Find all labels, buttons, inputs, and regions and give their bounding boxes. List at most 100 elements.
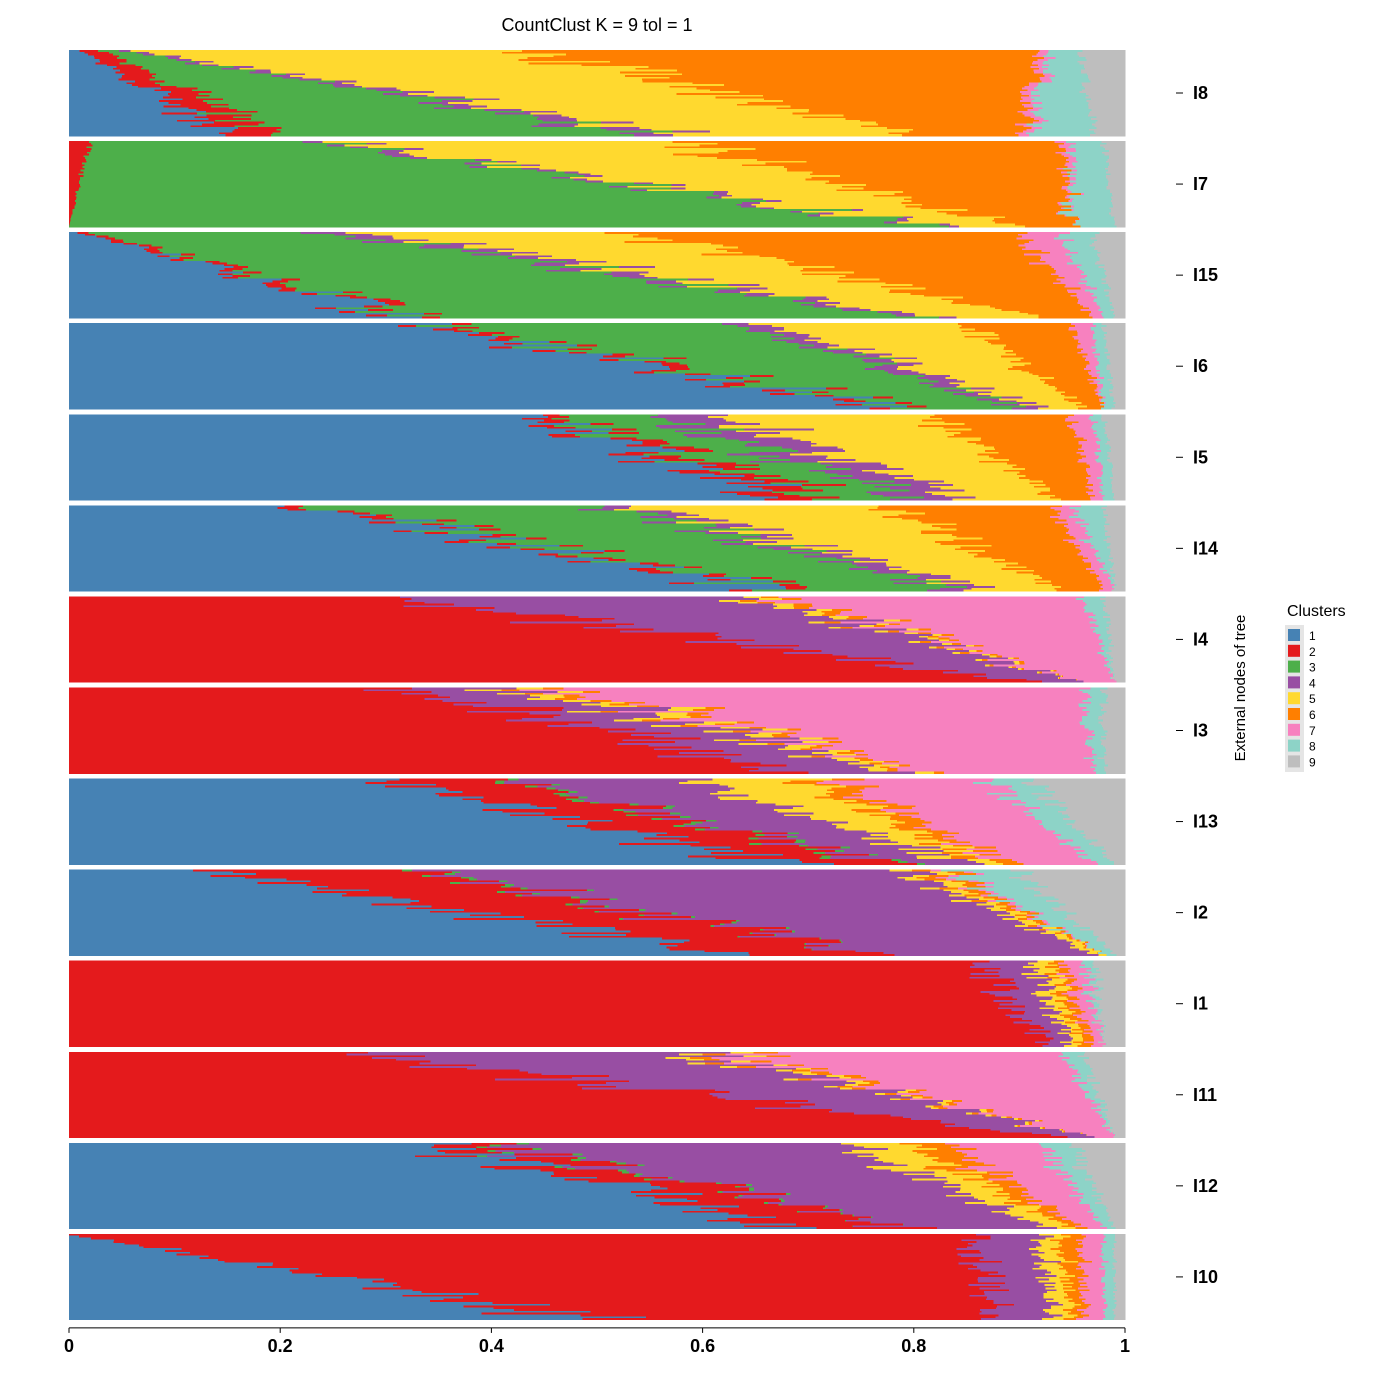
bar-segment-I6-cluster-3 — [926, 405, 1027, 408]
bar-segment-I11-cluster-4 — [968, 1127, 1041, 1130]
bar-segment-I2-cluster-2 — [256, 873, 445, 876]
bar-segment-I1-cluster-2 — [69, 971, 999, 974]
bar-segment-I2-cluster-9 — [1034, 889, 1126, 892]
bar-segment-I6-cluster-2 — [634, 371, 655, 374]
bar-segment-I8-cluster-9 — [1079, 62, 1126, 65]
bar-segment-I3-cluster-8 — [1081, 716, 1099, 719]
bar-segment-I8-cluster-7 — [1033, 71, 1044, 74]
bar-segment-I15-cluster-7 — [1018, 244, 1063, 247]
bar-segment-I1-cluster-2 — [69, 1021, 1014, 1024]
bar-segment-I1-cluster-7 — [1057, 962, 1082, 965]
bar-segment-I7-cluster-5 — [481, 162, 766, 165]
bar-segment-I15-cluster-4 — [334, 233, 373, 237]
bar-segment-I11-cluster-5 — [855, 1082, 870, 1085]
bar-segment-I5-cluster-8 — [1102, 464, 1114, 467]
bar-segment-I4-cluster-2 — [69, 677, 988, 680]
bar-segment-I7-cluster-8 — [1068, 196, 1112, 199]
bar-segment-I15-cluster-5 — [463, 246, 739, 249]
bar-segment-I7-cluster-5 — [685, 184, 867, 187]
bar-segment-I1-cluster-6 — [1083, 1037, 1094, 1040]
bar-segment-I2-cluster-3 — [577, 907, 584, 910]
bar-segment-I11-cluster-4 — [605, 1082, 856, 1085]
bar-segment-I1-cluster-5 — [1057, 1018, 1071, 1021]
bar-segment-I6-cluster-8 — [1097, 382, 1111, 385]
bar-segment-I12-cluster-5 — [903, 1173, 953, 1176]
bar-segment-I4-cluster-7 — [960, 643, 1100, 646]
bar-segment-I2-cluster-9 — [1065, 903, 1126, 906]
bar-segment-I11-cluster-6 — [938, 1107, 948, 1110]
bar-segment-I8-cluster-2 — [99, 58, 127, 62]
bar-segment-I2-cluster-8 — [973, 871, 1034, 874]
bar-segment-I14-cluster-4 — [740, 535, 768, 538]
bar-segment-I14-cluster-1 — [69, 577, 752, 580]
bar-segment-I5-cluster-2 — [548, 433, 576, 437]
bar-segment-I15-cluster-8 — [1091, 294, 1106, 297]
bar-segment-I8-cluster-2 — [201, 123, 259, 126]
bar-segment-I8-cluster-7 — [1027, 89, 1039, 92]
bar-segment-I4-cluster-6 — [976, 650, 984, 653]
bar-segment-I7-cluster-4 — [551, 176, 571, 179]
bar-segment-I3-cluster-8 — [1091, 732, 1106, 735]
bar-segment-I1-cluster-6 — [1054, 983, 1067, 987]
bar-segment-I15-cluster-5 — [606, 260, 795, 263]
bar-segment-I14-cluster-8 — [1079, 539, 1104, 542]
bar-segment-I2-cluster-7 — [1062, 926, 1066, 930]
bar-segment-I12-cluster-1 — [69, 1191, 632, 1194]
bar-segment-I13-cluster-2 — [587, 821, 692, 824]
bar-segment-I4-cluster-6 — [1012, 666, 1017, 669]
bar-segment-I2-cluster-6 — [968, 891, 986, 894]
bar-segment-I8-cluster-9 — [1084, 87, 1126, 90]
bar-segment-I8-cluster-4 — [271, 75, 291, 78]
bar-segment-I1-cluster-6 — [1047, 976, 1061, 979]
bar-segment-I7-cluster-6 — [812, 171, 1062, 174]
bar-segment-I5-cluster-8 — [1102, 468, 1113, 471]
bar-segment-I11-cluster-5 — [839, 1076, 852, 1079]
bar-segment-I15-cluster-4 — [728, 284, 761, 287]
bar-segment-I11-cluster-4 — [729, 1091, 899, 1094]
bar-segment-I12-cluster-2 — [553, 1162, 617, 1165]
panel-I11 — [69, 1051, 1126, 1139]
bar-segment-I15-cluster-4 — [658, 285, 688, 288]
bar-segment-I6-cluster-5 — [892, 353, 1017, 356]
bar-segment-I15-cluster-6 — [879, 278, 1057, 281]
bar-segment-I1-cluster-6 — [1060, 1014, 1074, 1017]
bar-segment-I1-cluster-7 — [1093, 1037, 1103, 1040]
bar-segment-I13-cluster-6 — [831, 787, 865, 790]
bar-segment-I6-cluster-3 — [893, 396, 1002, 399]
bar-segment-I11-cluster-6 — [703, 1058, 720, 1062]
bar-segment-I13-cluster-5 — [730, 789, 828, 792]
bar-segment-I13-cluster-7 — [931, 821, 1043, 824]
bar-segment-I7-cluster-8 — [1060, 201, 1113, 205]
bar-segment-I15-cluster-5 — [914, 312, 1029, 315]
bar-segment-I5-cluster-9 — [1112, 464, 1126, 467]
bar-segment-I2-cluster-5 — [1087, 952, 1098, 955]
bar-segment-I6-cluster-9 — [1101, 326, 1126, 329]
bar-segment-I15-cluster-2 — [232, 275, 251, 278]
bar-segment-I2-cluster-1 — [69, 887, 318, 890]
bar-segment-I7-cluster-9 — [1112, 193, 1126, 196]
bar-segment-I5-cluster-3 — [802, 487, 891, 490]
bar-segment-I12-cluster-6 — [954, 1162, 985, 1165]
bar-segment-I7-cluster-4 — [302, 141, 323, 144]
bar-segment-I3-cluster-9 — [1104, 712, 1126, 715]
bar-segment-I8-cluster-9 — [1089, 110, 1126, 114]
bar-segment-I8-cluster-4 — [600, 121, 634, 124]
bar-segment-I2-cluster-6 — [1056, 926, 1063, 930]
bar-segment-I14-cluster-1 — [69, 568, 630, 571]
bar-segment-I1-cluster-7 — [1094, 1039, 1104, 1042]
bar-segment-I14-cluster-4 — [716, 525, 753, 528]
bar-segment-I13-cluster-5 — [898, 848, 943, 851]
bar-segment-I6-cluster-5 — [839, 344, 1007, 347]
bar-segment-I2-cluster-1 — [69, 918, 454, 921]
bar-segment-I14-cluster-2 — [287, 508, 307, 512]
bar-segment-I13-cluster-3 — [553, 792, 567, 795]
bar-segment-I15-cluster-2 — [96, 235, 109, 238]
bar-segment-I5-cluster-8 — [1096, 441, 1108, 444]
bar-segment-I11-cluster-4 — [709, 1092, 876, 1096]
bar-segment-I1-cluster-2 — [69, 1016, 1011, 1019]
bar-segment-I15-cluster-3 — [285, 284, 729, 287]
bar-segment-I8-cluster-8 — [1040, 116, 1097, 119]
bar-segment-I5-cluster-4 — [749, 451, 813, 454]
bar-segment-I14-cluster-1 — [69, 525, 475, 528]
bar-segment-I11-cluster-8 — [1095, 1110, 1103, 1113]
